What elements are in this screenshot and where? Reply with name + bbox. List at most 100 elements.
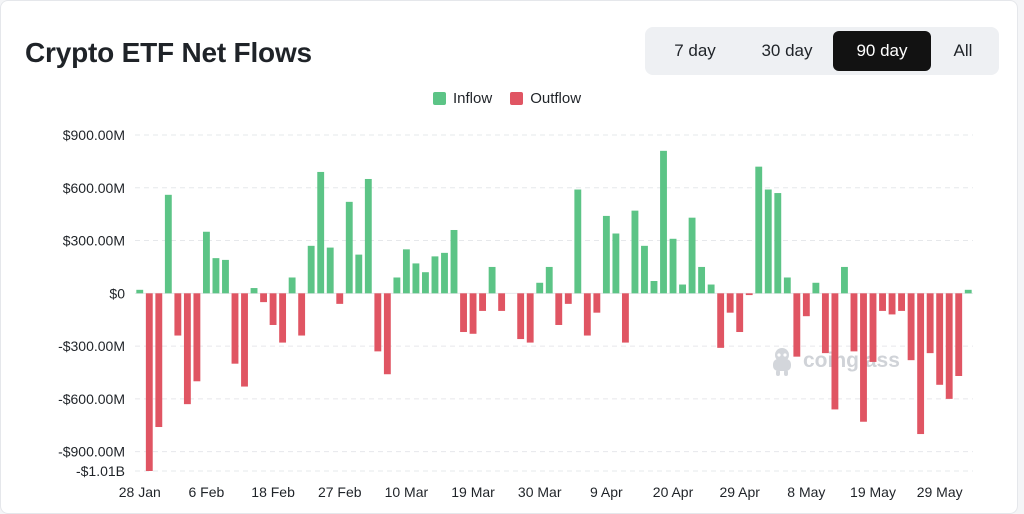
outflow-bar [155, 293, 163, 428]
inflow-bar [488, 266, 496, 294]
outflow-bar [183, 293, 191, 405]
outflow-bar [174, 293, 182, 336]
outflow-bar [469, 293, 477, 334]
x-tick-label: 29 May [917, 484, 963, 500]
y-tick-label: -$600.00M [58, 391, 125, 407]
x-tick-label: 8 May [787, 484, 825, 500]
x-tick-label: 20 Apr [653, 484, 694, 500]
inflow-bar [707, 284, 715, 294]
outflow-bar [936, 293, 944, 385]
outflow-bar [917, 293, 925, 435]
legend-inflow[interactable]: Inflow [433, 90, 492, 107]
outflow-bar [241, 293, 248, 387]
x-tick-label: 10 Mar [385, 484, 429, 500]
outflow-bar [583, 293, 591, 336]
y-tick-label: -$900.00M [58, 444, 125, 460]
outflow-bar [869, 293, 877, 362]
time-range-selector: 7 day 30 day 90 day All [645, 27, 999, 75]
outflow-bar [888, 293, 896, 315]
outflow-bar [564, 293, 572, 304]
range-all-button[interactable]: All [953, 41, 973, 60]
outflow-bar [231, 293, 239, 364]
inflow-bar [317, 171, 325, 294]
outflow-bar [945, 293, 953, 399]
inflow-bar [755, 166, 763, 294]
inflow-swatch [433, 92, 446, 105]
outflow-bar [821, 293, 829, 354]
inflow-bar [202, 231, 210, 294]
chart-legend: Inflow Outflow [433, 90, 581, 107]
outflow-bar [479, 293, 487, 311]
y-tick-label: $900.00M [63, 127, 125, 143]
outflow-bar [745, 293, 753, 296]
outflow-bar [860, 293, 867, 422]
inflow-bar [602, 215, 610, 294]
x-tick-label: 19 May [850, 484, 896, 500]
inflow-bar [783, 277, 791, 294]
y-tick-label: $600.00M [63, 180, 125, 196]
legend-inflow-label: Inflow [453, 90, 493, 107]
outflow-bar [193, 293, 201, 382]
outflow-bar [898, 293, 906, 311]
outflow-bar [802, 293, 810, 317]
inflow-bar [422, 272, 429, 294]
outflow-bar [298, 293, 306, 336]
outflow-bar [517, 293, 525, 340]
outflow-bar [726, 293, 734, 313]
legend-outflow[interactable]: Outflow [510, 90, 581, 107]
range-30-day-button[interactable]: 30 day [761, 41, 813, 60]
outflow-bar [555, 293, 563, 325]
inflow-bar [698, 266, 706, 294]
inflow-bar [250, 288, 258, 294]
inflow-bar [841, 266, 848, 294]
inflow-bar [431, 256, 439, 294]
inflow-bar [355, 254, 363, 294]
inflow-bar [164, 194, 172, 294]
outflow-bar [831, 293, 839, 410]
inflow-bar [441, 252, 448, 294]
inflow-bar [574, 189, 582, 294]
outflow-bar [850, 293, 858, 352]
inflow-bar [612, 233, 620, 294]
inflow-bar [136, 289, 144, 294]
inflow-bar [345, 201, 353, 294]
y-tick-label: -$1.01B [76, 463, 125, 479]
outflow-bar [460, 293, 467, 333]
outflow-bar [374, 293, 382, 352]
inflow-bar [679, 284, 686, 294]
range-7-day-button[interactable]: 7 day [674, 41, 716, 60]
outflow-bar [279, 293, 287, 343]
inflow-bar [764, 189, 772, 294]
x-tick-label: 28 Jan [119, 484, 161, 500]
outflow-bar [498, 293, 506, 311]
x-tick-label: 18 Feb [251, 484, 295, 500]
inflow-bar [774, 193, 782, 294]
inflow-bar [669, 238, 677, 294]
x-tick-label: 19 Mar [451, 484, 495, 500]
inflow-bar [307, 245, 315, 294]
outflow-bar [526, 293, 534, 343]
legend-outflow-label: Outflow [530, 90, 582, 107]
y-tick-label: -$300.00M [58, 338, 125, 354]
inflow-bar [650, 281, 658, 294]
outflow-bar [793, 293, 801, 357]
range-90-day-button[interactable]: 90 day [833, 31, 931, 71]
outflow-bar [955, 293, 963, 376]
inflow-bar [364, 178, 372, 294]
inflow-bar [641, 245, 648, 294]
outflow-bar [926, 293, 934, 354]
inflow-bar [545, 266, 553, 294]
x-tick-label: 30 Mar [518, 484, 562, 500]
y-tick-label: $300.00M [63, 233, 125, 249]
inflow-bar [964, 289, 972, 294]
outflow-bar [736, 293, 744, 333]
x-tick-label: 27 Feb [318, 484, 362, 500]
outflow-bar [269, 293, 277, 325]
outflow-bar [621, 293, 629, 343]
inflow-bar [326, 247, 334, 294]
x-tick-label: 9 Apr [590, 484, 623, 500]
outflow-swatch [510, 92, 524, 105]
outflow-bar [260, 293, 267, 303]
outflow-bar [879, 293, 886, 311]
